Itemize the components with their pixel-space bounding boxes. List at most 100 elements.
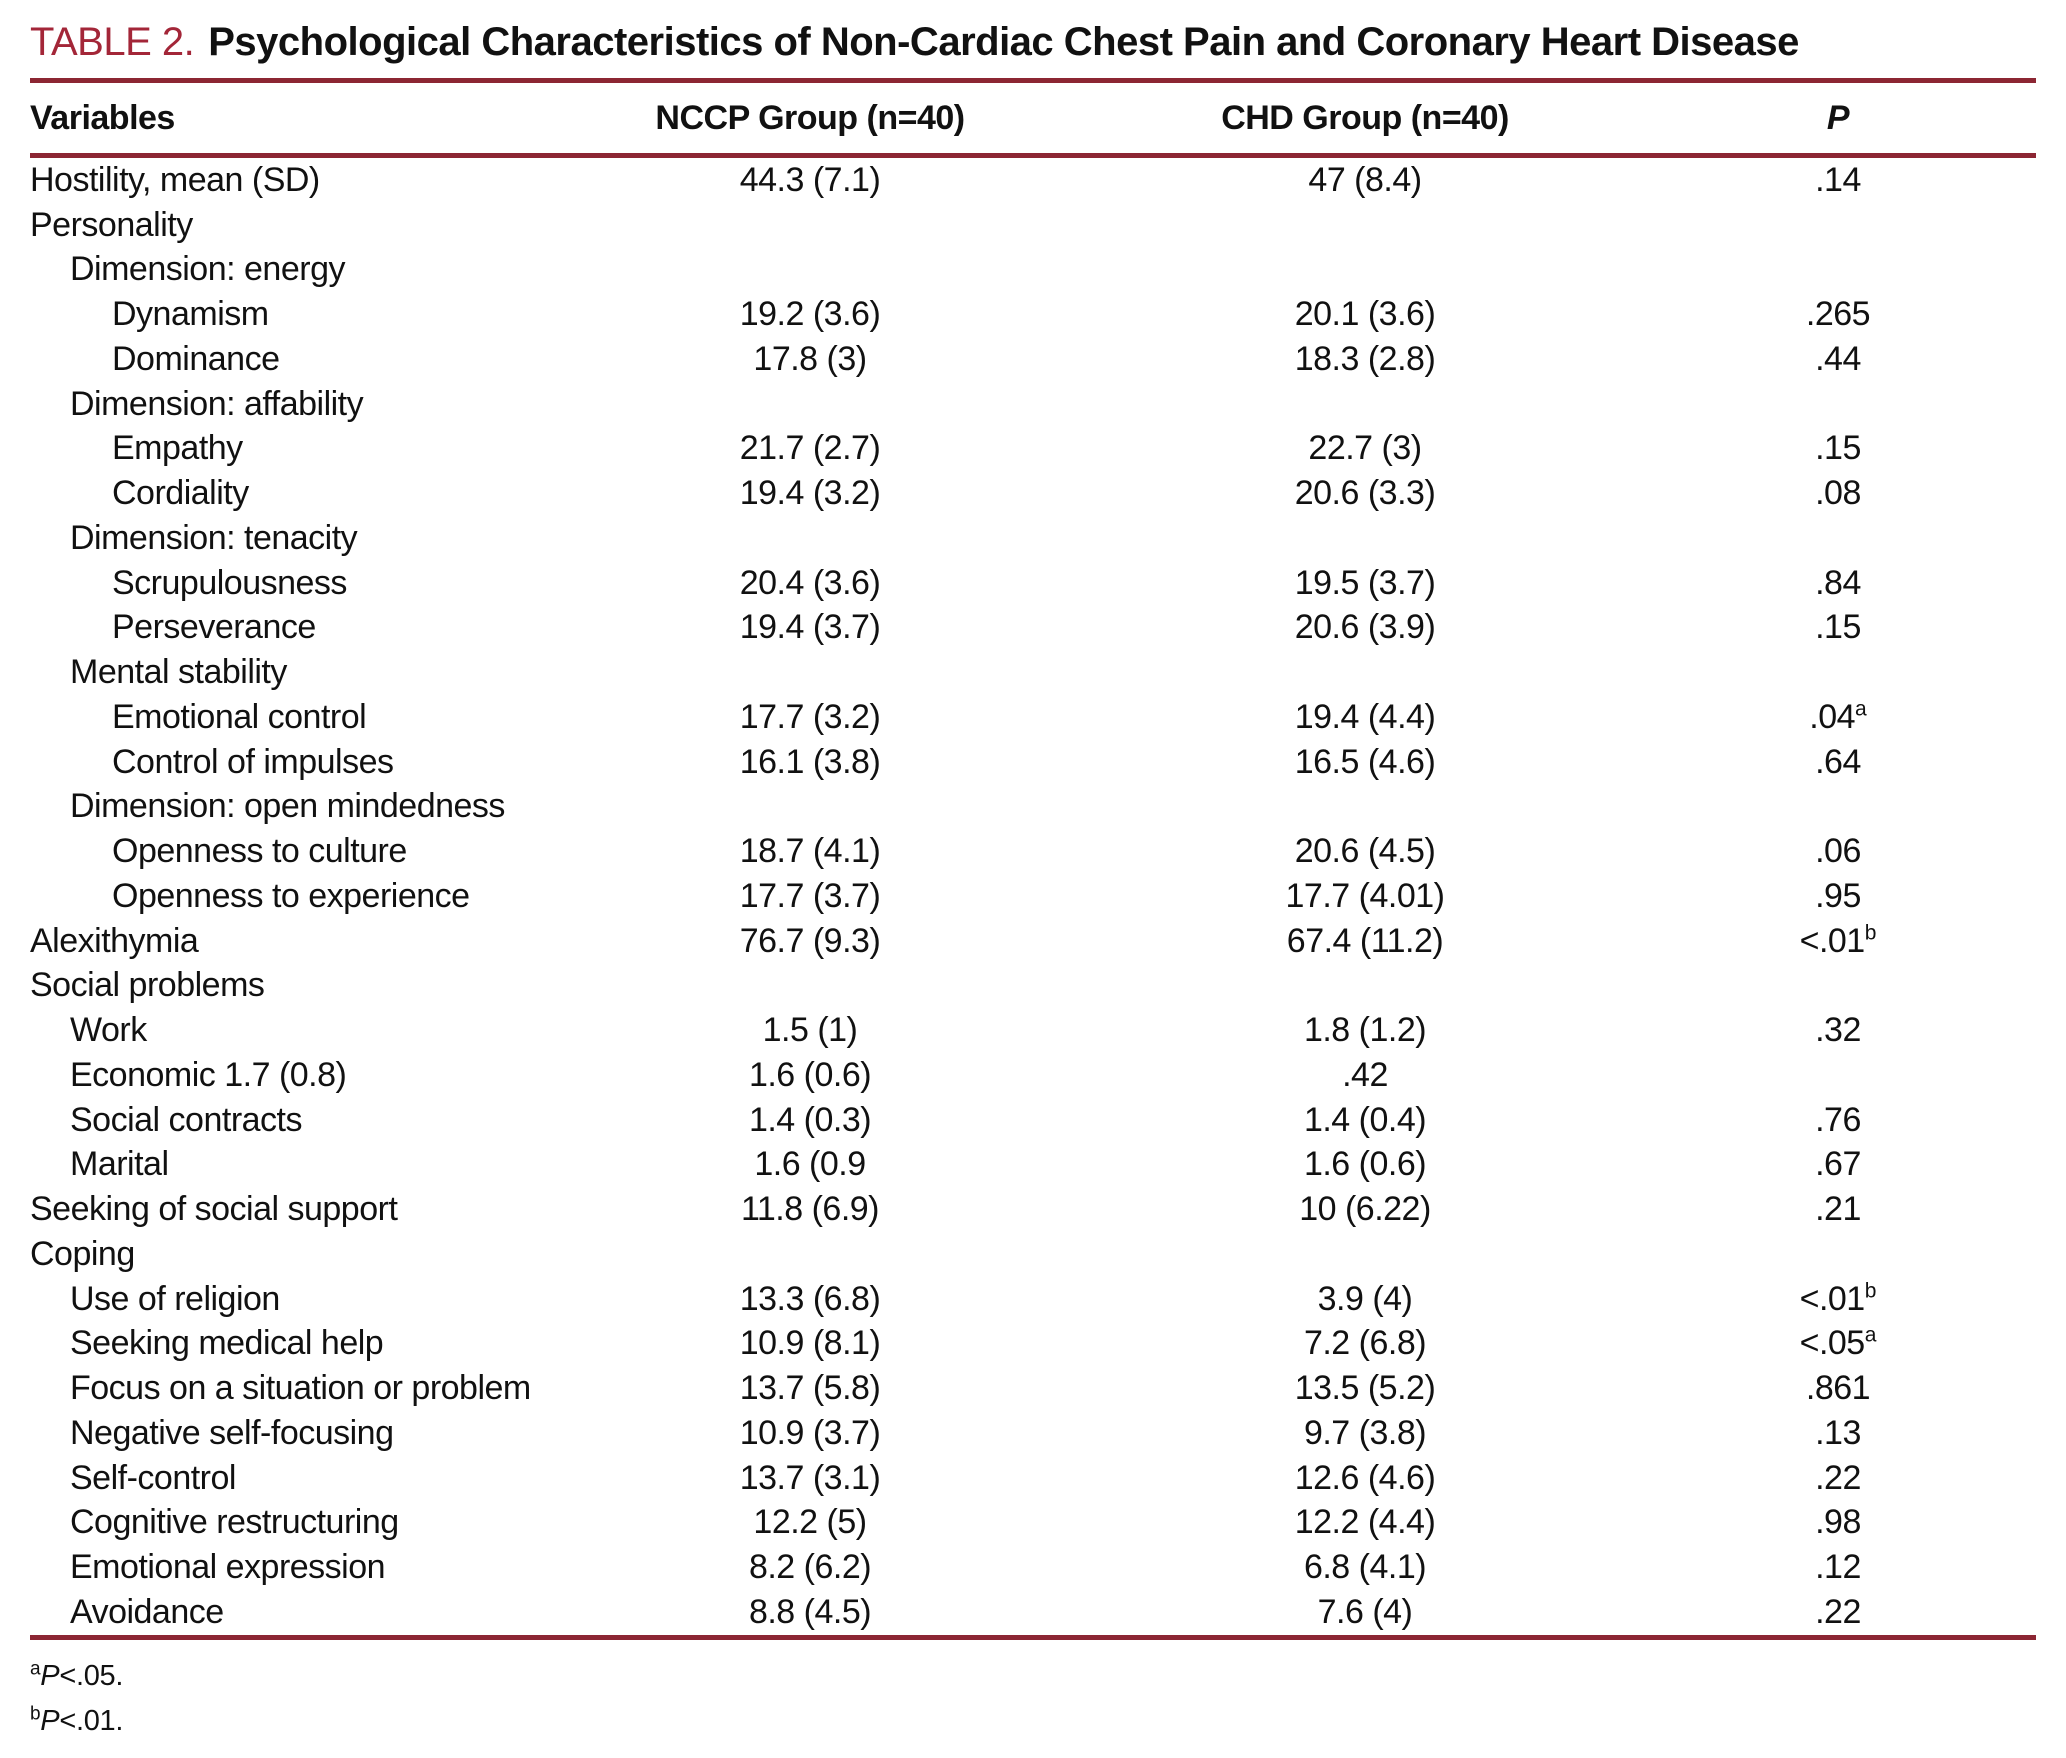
- p-value: <.01b: [1799, 921, 1877, 960]
- row-label: Use of religion: [70, 1279, 280, 1318]
- p-value: .12: [1815, 1548, 1861, 1587]
- row-label: Focus on a situation or problem: [70, 1369, 531, 1408]
- nccp-value: 11.8 (6.9): [740, 1190, 880, 1229]
- table-row: Perseverance 19.4 (3.7) 20.6 (3.9) .15: [30, 606, 2036, 651]
- p-footnote-marker: b: [1864, 921, 1877, 945]
- p-value: .95: [1815, 876, 1861, 915]
- p-value: .04a: [1809, 697, 1867, 736]
- table-row: Coping: [30, 1232, 2036, 1277]
- nccp-value: 13.3 (6.8): [739, 1279, 881, 1318]
- nccp-value: 44.3 (7.1): [739, 160, 881, 199]
- table-row: Alexithymia 76.7 (9.3) 67.4 (11.2) <.01b: [30, 919, 2036, 964]
- row-label: Negative self-focusing: [70, 1413, 394, 1452]
- chd-value: 10 (6.22): [1299, 1190, 1431, 1229]
- nccp-value: 1.6 (0.6): [748, 1055, 872, 1094]
- table-row: Empathy 21.7 (2.7) 22.7 (3) .15: [30, 427, 2036, 472]
- chd-value: 12.2 (4.4): [1294, 1503, 1436, 1542]
- row-label: Economic 1.7 (0.8): [70, 1055, 347, 1094]
- table-row: Seeking of social support 11.8 (6.9) 10 (6…: [30, 1187, 2036, 1232]
- table-row: Control of impulses 16.1 (3.8) 16.5 (4.6).…: [30, 740, 2036, 785]
- chd-value: 19.4 (4.4): [1294, 697, 1436, 736]
- row-label: Emotional control: [112, 697, 367, 736]
- row-label: Dimension: energy: [70, 250, 345, 289]
- chd-value: 13.5 (5.2): [1294, 1369, 1436, 1408]
- nccp-value: 1.5 (1): [762, 1011, 858, 1050]
- footnote-text: <.05.: [59, 1659, 124, 1692]
- table-row: Work 1.5 (1) 1.8 (1.2) .32: [30, 1008, 2036, 1053]
- row-label: Dimension: open mindedness: [70, 787, 505, 826]
- table-row: Dynamism 19.2 (3.6) 20.1 (3.6) .265: [30, 292, 2036, 337]
- chd-value: 20.1 (3.6): [1294, 295, 1436, 334]
- row-label: Empathy: [112, 429, 243, 468]
- footnotes: aP<.05. bP<.01.: [30, 1654, 2036, 1744]
- p-value: .15: [1815, 429, 1861, 468]
- column-header-chd-group: CHD Group (n=40): [1221, 98, 1509, 137]
- p-value: .67: [1815, 1145, 1861, 1184]
- divider-bottom: [30, 1634, 2036, 1640]
- table-row: Mental stability: [30, 650, 2036, 695]
- divider-header: [30, 153, 2036, 158]
- nccp-value: 13.7 (3.1): [739, 1458, 881, 1497]
- chd-value: 19.5 (3.7): [1294, 563, 1436, 602]
- table-row: Negative self-focusing 10.9 (3.7) 9.7 (3.8…: [30, 1411, 2036, 1456]
- row-label: Alexithymia: [30, 921, 199, 960]
- row-label: Seeking of social support: [30, 1190, 398, 1229]
- table-row: Dimension: affability: [30, 382, 2036, 427]
- chd-value: 9.7 (3.8): [1303, 1413, 1427, 1452]
- footnote-marker: b: [30, 1703, 41, 1725]
- p-value: .21: [1815, 1190, 1861, 1229]
- row-label: Dimension: affability: [70, 384, 364, 423]
- row-label: Work: [70, 1011, 147, 1050]
- row-label: Mental stability: [70, 653, 287, 692]
- p-footnote-marker: b: [1864, 1279, 1877, 1303]
- footnote-p-symbol: P: [40, 1659, 60, 1692]
- table-row: Social contracts 1.4 (0.3) 1.4 (0.4) .76: [30, 1098, 2036, 1143]
- row-label: Dynamism: [112, 295, 269, 334]
- row-label: Self-control: [70, 1458, 236, 1497]
- table-row: Scrupulousness 20.4 (3.6) 19.5 (3.7) .84: [30, 561, 2036, 606]
- column-header-nccp-group: NCCP Group (n=40): [655, 98, 965, 137]
- chd-value: 20.6 (3.9): [1294, 608, 1436, 647]
- chd-value: 17.7 (4.01): [1285, 876, 1445, 915]
- table-row: Economic 1.7 (0.8) 1.6 (0.6) .42: [30, 1053, 2036, 1098]
- table-body: Hostility, mean (SD) 44.3 (7.1) 47 (8.4) .1…: [30, 158, 2036, 1635]
- table-row: Focus on a situation or problem 13.7 (5.8…: [30, 1366, 2036, 1411]
- row-label: Marital: [70, 1145, 169, 1184]
- table-row: Avoidance 8.8 (4.5) 7.6 (4) .22: [30, 1590, 2036, 1635]
- row-label: Social problems: [30, 966, 265, 1005]
- divider-top: [30, 78, 2036, 83]
- p-value: .06: [1815, 832, 1861, 871]
- chd-value: 16.5 (4.6): [1294, 742, 1436, 781]
- chd-value: 20.6 (3.3): [1294, 474, 1436, 513]
- chd-value: 20.6 (4.5): [1294, 832, 1436, 871]
- nccp-value: 1.4 (0.3): [748, 1100, 872, 1139]
- column-header-variables: Variables: [30, 98, 175, 137]
- table-row: Dimension: open mindedness: [30, 785, 2036, 830]
- footnote-line: aP<.05.: [30, 1654, 2036, 1699]
- nccp-value: 17.7 (3.7): [739, 876, 881, 915]
- table-row: Openness to experience 17.7 (3.7) 17.7 (4.…: [30, 874, 2036, 919]
- nccp-value: 1.6 (0.9: [754, 1145, 866, 1184]
- chd-value: 22.7 (3): [1308, 429, 1422, 468]
- row-label: Control of impulses: [112, 742, 394, 781]
- nccp-value: 8.8 (4.5): [748, 1592, 872, 1631]
- chd-value: 7.2 (6.8): [1303, 1324, 1427, 1363]
- table-row: Self-control 13.7 (3.1) 12.6 (4.6) .22: [30, 1456, 2036, 1501]
- p-value: <.05a: [1799, 1324, 1877, 1363]
- nccp-value: 16.1 (3.8): [739, 742, 881, 781]
- p-value: .22: [1815, 1592, 1861, 1631]
- row-label: Social contracts: [70, 1100, 303, 1139]
- chd-value: 12.6 (4.6): [1294, 1458, 1436, 1497]
- chd-value: 1.4 (0.4): [1303, 1100, 1427, 1139]
- p-value: .64: [1815, 742, 1861, 781]
- table-row: Social problems: [30, 964, 2036, 1009]
- table-row: Dominance 17.8 (3) 18.3 (2.8) .44: [30, 337, 2036, 382]
- chd-value: 1.8 (1.2): [1303, 1011, 1427, 1050]
- table-row: Seeking medical help 10.9 (8.1) 7.2 (6.8) <…: [30, 1322, 2036, 1367]
- row-label: Cognitive restructuring: [70, 1503, 399, 1542]
- row-label: Scrupulousness: [112, 563, 347, 602]
- p-value: .265: [1805, 295, 1871, 334]
- nccp-value: 10.9 (3.7): [739, 1413, 881, 1452]
- table-row: Emotional expression 8.2 (6.2) 6.8 (4.1) .1…: [30, 1545, 2036, 1590]
